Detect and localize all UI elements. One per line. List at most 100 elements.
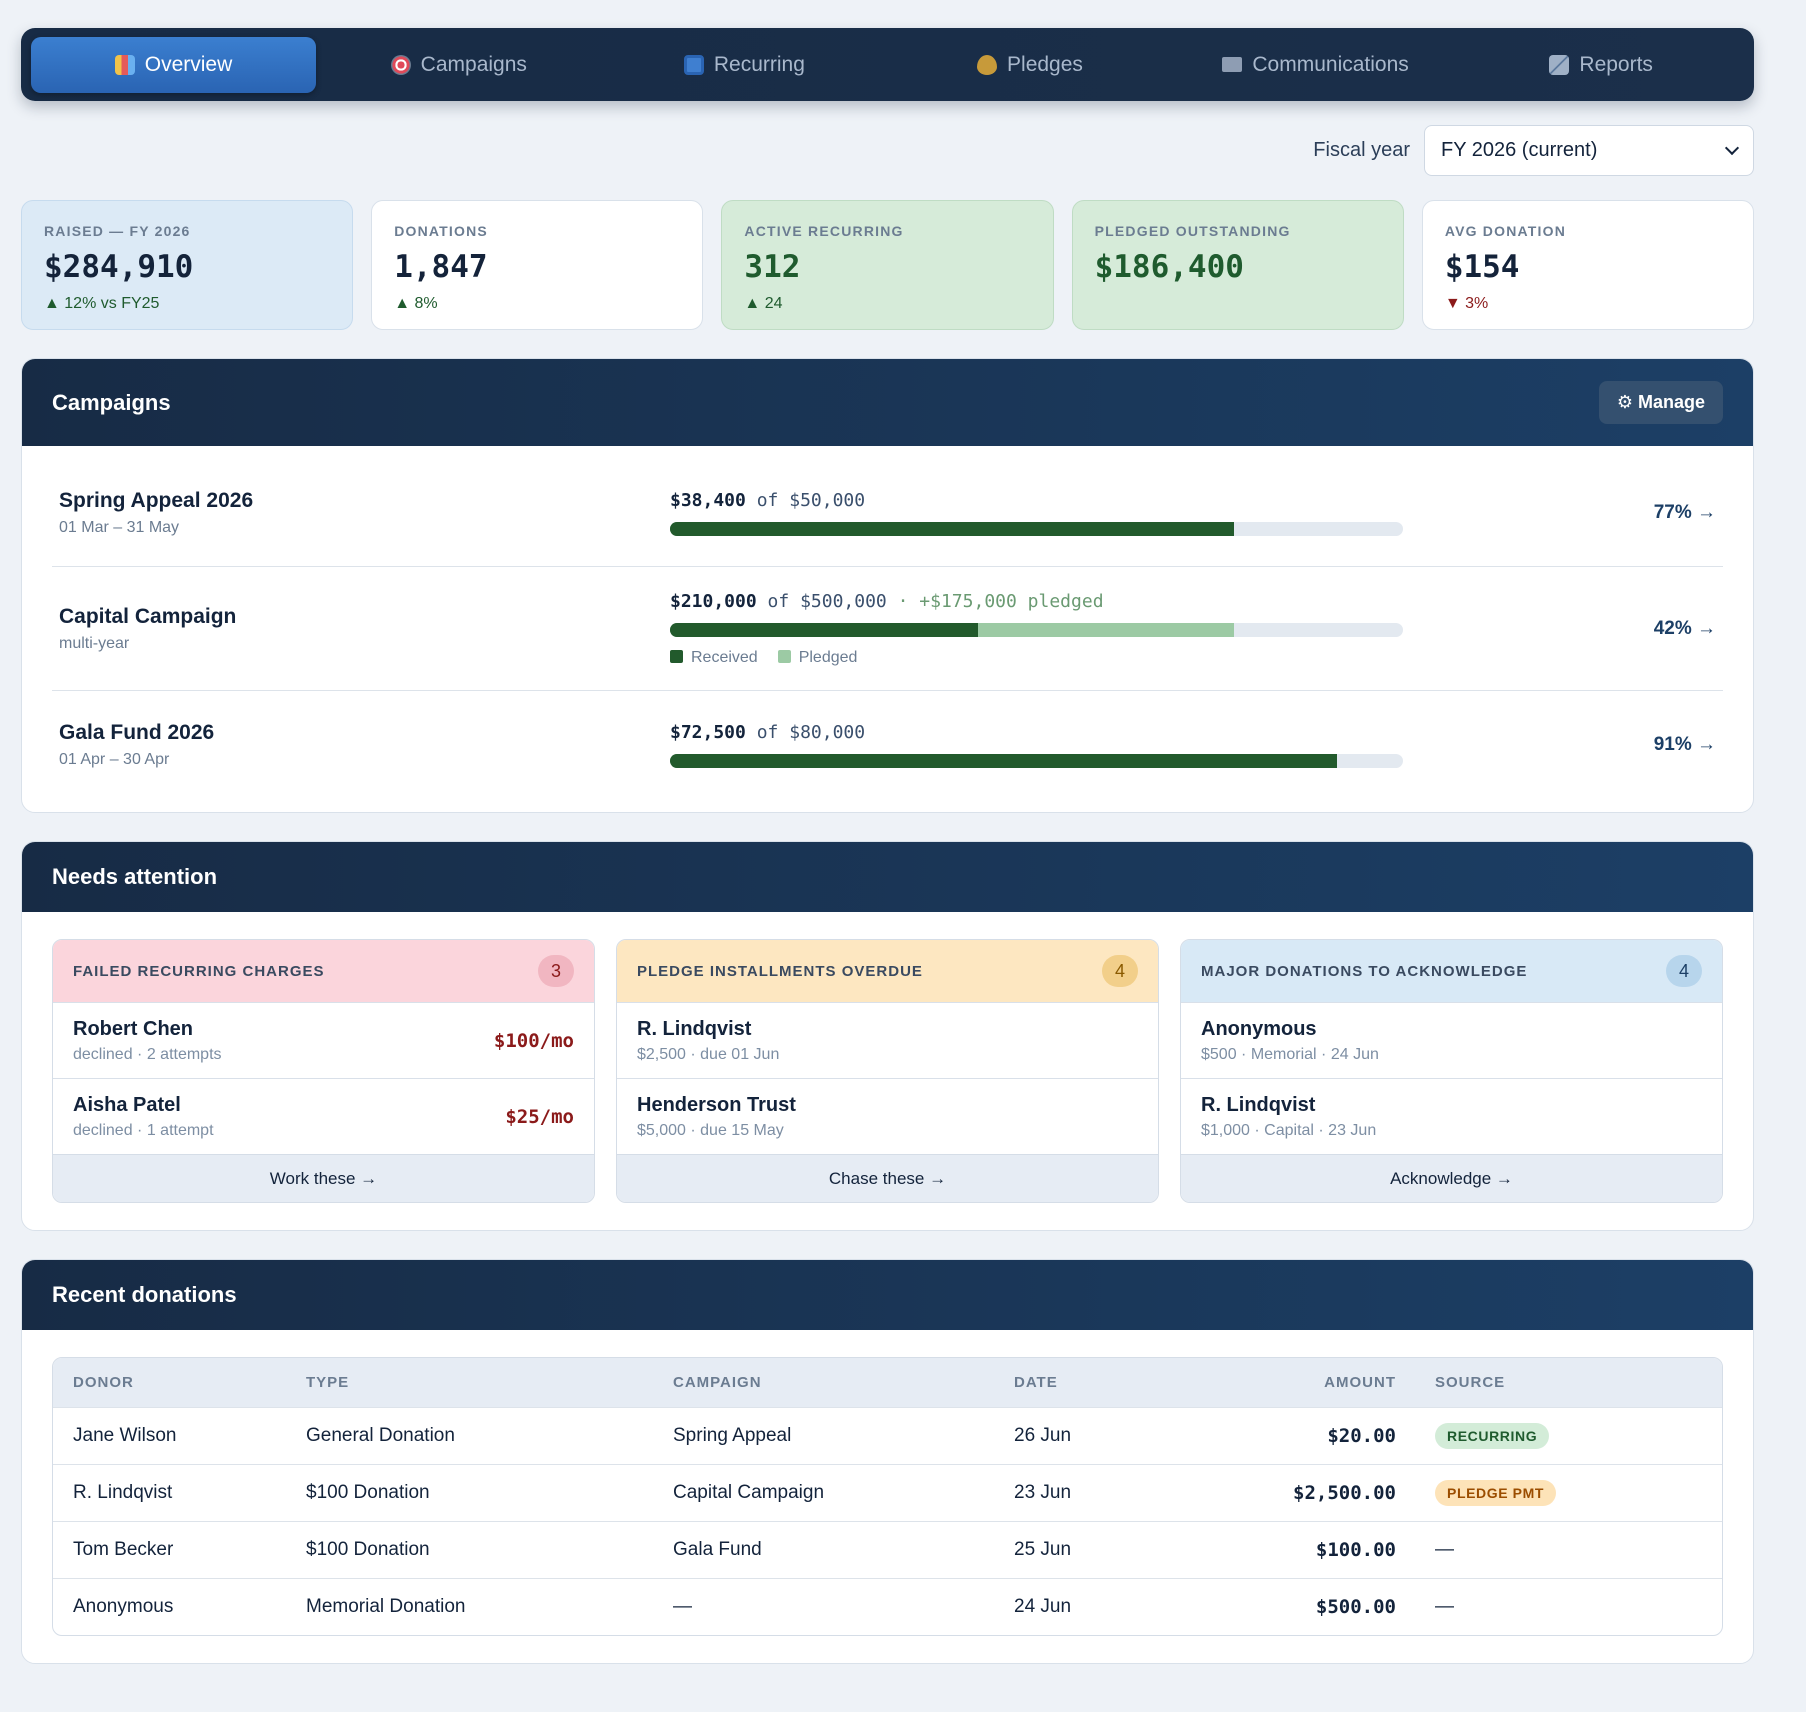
item-name: Robert Chen xyxy=(73,1017,193,1040)
legend-received-label: Received xyxy=(691,648,758,666)
campaign-row[interactable]: Capital Campaign multi-year $210,000 of … xyxy=(52,567,1723,691)
item-detail: $1,000 · Capital · 23 Jun xyxy=(1201,1121,1377,1139)
donations-table-wrap: DONOR TYPE CAMPAIGN DATE AMOUNT SOURCE J… xyxy=(22,1330,1753,1663)
work-these-button[interactable]: Work these → xyxy=(53,1154,594,1202)
campaign-percent-link[interactable]: 91% → xyxy=(1653,734,1716,755)
kpi-value: $284,910 xyxy=(44,249,194,285)
col-amount[interactable]: AMOUNT xyxy=(1324,1374,1396,1391)
overdue-pledges-panel: PLEDGE INSTALLMENTS OVERDUE 4 R. Lindqvi… xyxy=(616,939,1159,1203)
pledged-note: · +$175,000 pledged xyxy=(897,590,1104,612)
attention-item[interactable]: Anonymous $500 · Memorial · 24 Jun xyxy=(1181,1002,1722,1078)
kpi-donations: DONATIONS 1,847 ▲ 8% xyxy=(371,200,704,330)
legend-received: Received xyxy=(670,649,758,667)
chase-these-button[interactable]: Chase these → xyxy=(617,1154,1158,1202)
cell-type: Memorial Donation xyxy=(306,1596,466,1617)
panel-header: MAJOR DONATIONS TO ACKNOWLEDGE 4 xyxy=(1181,940,1722,1002)
col-type[interactable]: TYPE xyxy=(306,1374,350,1391)
item-name: R. Lindqvist xyxy=(637,1017,752,1040)
cell-campaign: Spring Appeal xyxy=(673,1425,792,1446)
kpi-label: ACTIVE RECURRING xyxy=(744,223,904,239)
campaign-name: Gala Fund 2026 xyxy=(59,721,215,744)
col-donor[interactable]: DONOR xyxy=(73,1374,134,1391)
count-badge: 3 xyxy=(538,955,574,987)
campaign-name: Spring Appeal 2026 xyxy=(59,488,254,512)
recent-donations-card: Recent donations DONOR TYPE CAMPAIGN DAT… xyxy=(21,1259,1754,1664)
fiscal-year-value: FY 2026 (current) xyxy=(1441,139,1598,161)
received-fill xyxy=(670,754,1338,768)
attention-item[interactable]: Henderson Trust $5,000 · due 15 May xyxy=(617,1078,1158,1154)
table-row[interactable]: Anonymous Memorial Donation — 24 Jun $50… xyxy=(53,1578,1722,1635)
cell-campaign: Capital Campaign xyxy=(673,1482,825,1503)
cell-date: 26 Jun xyxy=(1014,1425,1072,1446)
col-campaign[interactable]: CAMPAIGN xyxy=(673,1374,762,1391)
tab-label: Overview xyxy=(144,52,233,76)
goal-amount: $500,000 xyxy=(800,590,887,612)
campaign-info: Capital Campaign multi-year xyxy=(59,605,670,653)
kpi-value: 312 xyxy=(744,249,801,285)
recent-donations-title: Recent donations xyxy=(52,1282,237,1307)
cell-type: $100 Donation xyxy=(306,1482,430,1503)
cell-type: General Donation xyxy=(306,1425,455,1446)
table-row[interactable]: Jane Wilson General Donation Spring Appe… xyxy=(53,1407,1722,1464)
raised-amount: $210,000 xyxy=(670,590,757,612)
cell-amount: $100.00 xyxy=(1315,1539,1396,1561)
campaign-percent-link[interactable]: 77% → xyxy=(1653,501,1716,523)
kpi-value: $186,400 xyxy=(1094,249,1244,285)
col-source[interactable]: SOURCE xyxy=(1435,1374,1506,1391)
cell-source: RECURRING xyxy=(1396,1423,1722,1449)
campaign-info: Gala Fund 2026 01 Apr – 30 Apr xyxy=(59,721,670,769)
campaign-percent-link[interactable]: 42% → xyxy=(1653,617,1716,639)
fiscal-year-filter: Fiscal year FY 2026 (current) xyxy=(21,125,1754,176)
campaign-row[interactable]: Spring Appeal 2026 01 Mar – 31 May $38,4… xyxy=(52,459,1723,567)
kpi-label: DONATIONS xyxy=(394,223,488,239)
cell-source: — xyxy=(1435,1596,1454,1617)
attention-item[interactable]: Robert Chen declined · 2 attempts $100/mo xyxy=(53,1002,594,1078)
item-detail: declined · 1 attempt xyxy=(73,1121,214,1139)
kpi-delta: ▲ 12% vs FY25 xyxy=(44,295,160,312)
campaign-row[interactable]: Gala Fund 2026 01 Apr – 30 Apr $72,500 o… xyxy=(52,691,1723,799)
kpi-label: PLEDGED OUTSTANDING xyxy=(1094,223,1291,239)
attention-item[interactable]: R. Lindqvist $1,000 · Capital · 23 Jun xyxy=(1181,1078,1722,1154)
chevron-down-icon xyxy=(1724,140,1740,155)
received-fill xyxy=(670,622,978,637)
repeat-icon xyxy=(683,54,704,75)
campaign-amounts: $210,000 of $500,000 · +$175,000 pledged xyxy=(670,591,1403,612)
tab-overview[interactable]: Overview xyxy=(31,36,316,93)
table-row[interactable]: Tom Becker $100 Donation Gala Fund 25 Ju… xyxy=(53,1521,1722,1578)
tab-recurring[interactable]: Recurring xyxy=(602,37,888,93)
kpi-value: 1,847 xyxy=(394,249,488,285)
kpi-value: $154 xyxy=(1444,249,1520,285)
tab-communications[interactable]: Communications xyxy=(1173,37,1459,93)
kpi-raised: RAISED — FY 2026 $284,910 ▲ 12% vs FY25 xyxy=(21,200,354,330)
col-date[interactable]: DATE xyxy=(1014,1374,1058,1391)
table-row[interactable]: R. Lindqvist $100 Donation Capital Campa… xyxy=(53,1464,1722,1521)
attention-item[interactable]: Aisha Patel declined · 1 attempt $25/mo xyxy=(53,1078,594,1154)
cell-donor: Anonymous xyxy=(73,1596,174,1617)
fiscal-year-select[interactable]: FY 2026 (current) xyxy=(1424,125,1754,176)
cell-campaign: Gala Fund xyxy=(673,1539,762,1560)
tab-campaigns[interactable]: Campaigns xyxy=(316,37,602,93)
kpi-pledged-outstanding: PLEDGED OUTSTANDING $186,400 xyxy=(1071,200,1404,330)
panel-header: PLEDGE INSTALLMENTS OVERDUE 4 xyxy=(617,940,1158,1002)
attention-item[interactable]: R. Lindqvist $2,500 · due 01 Jun xyxy=(617,1002,1158,1078)
progress-bar xyxy=(670,521,1403,536)
acknowledge-button[interactable]: Acknowledge → xyxy=(1181,1154,1722,1202)
of-text: of xyxy=(756,722,779,743)
kpi-label: AVG DONATION xyxy=(1444,223,1567,239)
cell-amount: $2,500.00 xyxy=(1293,1482,1396,1504)
tab-reports[interactable]: Reports xyxy=(1458,37,1744,93)
kpi-active-recurring: ACTIVE RECURRING 312 ▲ 24 xyxy=(721,200,1054,330)
tab-pledges[interactable]: Pledges xyxy=(887,37,1173,93)
panel-header: FAILED RECURRING CHARGES 3 xyxy=(53,940,594,1002)
tab-label: Pledges xyxy=(1007,52,1083,76)
kpi-delta: ▲ 24 xyxy=(744,295,783,312)
tab-label: Recurring xyxy=(713,52,805,76)
legend-pledged-label: Pledged xyxy=(798,648,858,666)
manage-button[interactable]: ⚙ Manage xyxy=(1598,381,1723,424)
campaign-amounts: $72,500 of $80,000 xyxy=(670,722,1403,743)
cell-campaign: — xyxy=(673,1596,692,1617)
raised-amount: $38,400 xyxy=(670,489,746,511)
count-badge: 4 xyxy=(1666,955,1702,987)
kpi-delta: ▲ 8% xyxy=(394,295,438,312)
kpi-avg-donation: AVG DONATION $154 ▼ 3% xyxy=(1421,200,1755,330)
